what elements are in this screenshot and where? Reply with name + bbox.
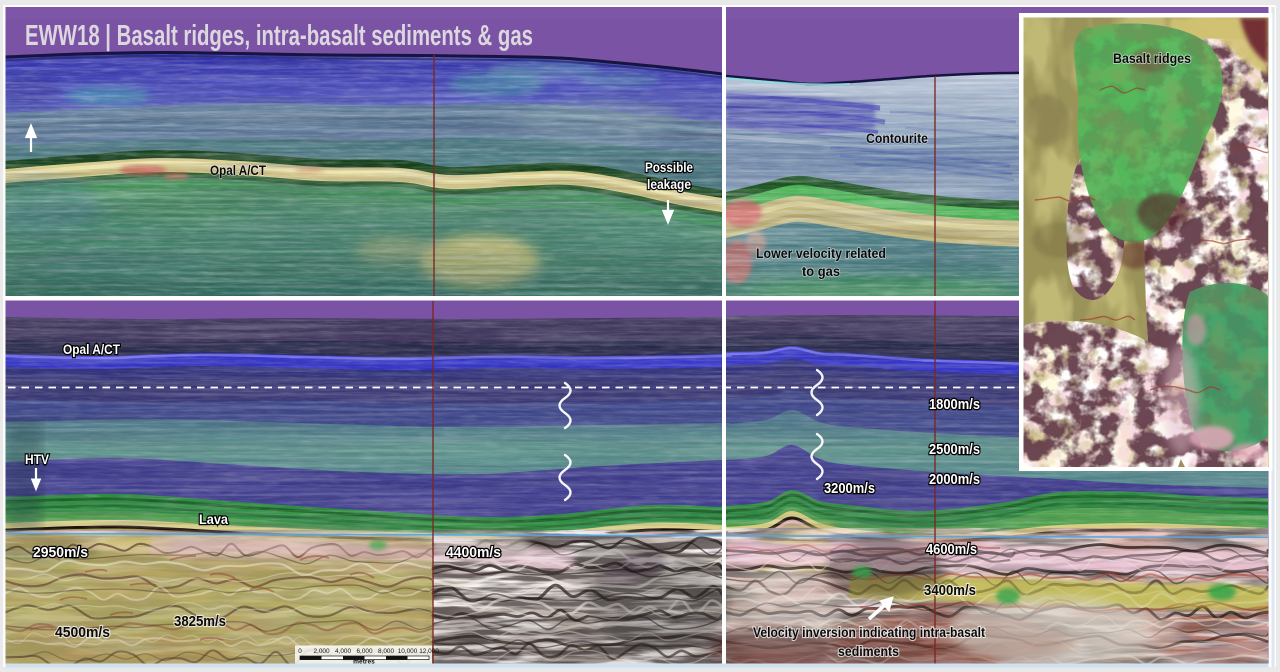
- svg-text:EWW18 | Basalt ridges, intra-b: EWW18 | Basalt ridges, intra-basalt sedi…: [25, 20, 533, 52]
- svg-text:4,000: 4,000: [335, 648, 351, 655]
- svg-text:3400m/s: 3400m/s: [924, 582, 976, 599]
- svg-text:leakage: leakage: [647, 177, 691, 192]
- svg-text:10,000: 10,000: [398, 648, 418, 655]
- svg-text:4400m/s: 4400m/s: [446, 544, 501, 561]
- svg-text:8,000: 8,000: [378, 648, 394, 655]
- svg-text:0: 0: [298, 648, 302, 655]
- svg-text:6,000: 6,000: [357, 648, 373, 655]
- svg-text:sediments: sediments: [838, 643, 899, 659]
- svg-text:to gas: to gas: [802, 264, 840, 279]
- svg-text:Opal A/CT: Opal A/CT: [210, 162, 266, 178]
- svg-text:Opal A/CT: Opal A/CT: [63, 341, 120, 357]
- svg-text:Basalt ridges: Basalt ridges: [1113, 50, 1191, 66]
- svg-text:HTV: HTV: [25, 451, 50, 467]
- svg-text:metres: metres: [353, 659, 375, 666]
- svg-text:2950m/s: 2950m/s: [33, 544, 88, 561]
- svg-text:2000m/s: 2000m/s: [929, 471, 980, 488]
- svg-text:3825m/s: 3825m/s: [174, 613, 226, 630]
- svg-text:12,000: 12,000: [419, 648, 439, 655]
- svg-text:4500m/s: 4500m/s: [55, 624, 110, 641]
- svg-text:4600m/s: 4600m/s: [926, 541, 977, 558]
- svg-text:1800m/s: 1800m/s: [929, 396, 980, 413]
- svg-text:2,000: 2,000: [314, 648, 330, 655]
- svg-text:Lower velocity related: Lower velocity related: [756, 246, 886, 261]
- svg-text:Velocity inversion indicating: Velocity inversion indicating intra-basa…: [753, 624, 985, 640]
- svg-text:Possible: Possible: [645, 160, 693, 175]
- svg-text:Lava: Lava: [199, 511, 228, 527]
- svg-text:2500m/s: 2500m/s: [929, 441, 980, 458]
- svg-text:Contourite: Contourite: [866, 130, 928, 146]
- svg-text:3200m/s: 3200m/s: [824, 480, 875, 497]
